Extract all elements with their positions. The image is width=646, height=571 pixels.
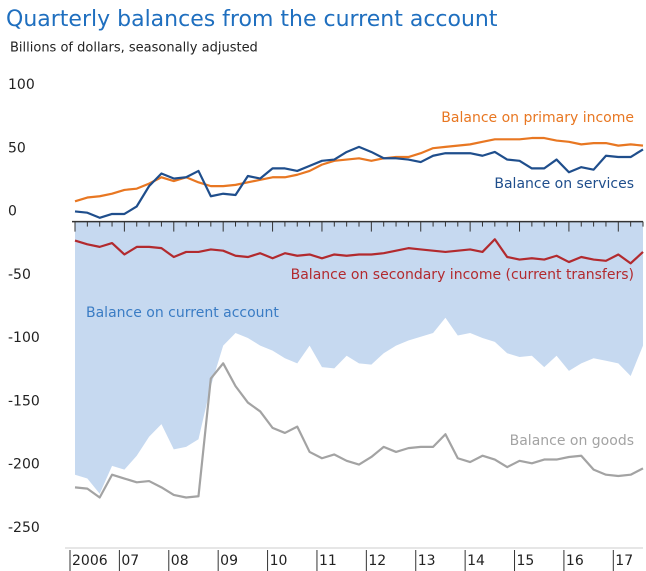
x-tick-label: 10: [270, 553, 288, 569]
x-tick-label: 14: [467, 553, 485, 569]
x-tick-label: 08: [171, 553, 189, 569]
series-label: Balance on services: [494, 176, 634, 192]
line: [74, 238, 644, 265]
line: [74, 362, 644, 499]
line: [74, 136, 644, 203]
x-tick-label: 12: [368, 553, 386, 569]
y-tick-label: -250: [8, 520, 40, 536]
y-tick-label: -150: [8, 393, 40, 409]
y-tick-label: -50: [8, 267, 31, 283]
y-tick-label: 0: [8, 204, 17, 220]
series-label: Balance on primary income: [441, 110, 634, 126]
x-tick-label: 09: [220, 553, 238, 569]
y-tick-label: 50: [8, 140, 26, 156]
x-tick-label: 07: [121, 553, 139, 569]
line: [74, 145, 644, 219]
x-tick-label: 16: [566, 553, 584, 569]
x-tick-label: 17: [615, 553, 633, 569]
x-tick-label: 2006: [72, 553, 108, 569]
x-tick-label: 13: [418, 553, 436, 569]
chart-title: Quarterly balances from the current acco…: [6, 7, 498, 32]
x-tick-label: 11: [319, 553, 337, 569]
chart-subtitle: Billions of dollars, seasonally adjusted: [10, 41, 258, 56]
y-tick-label: -100: [8, 330, 40, 346]
series-label: Balance on secondary income (current tra…: [291, 267, 634, 283]
y-tick-label: -200: [8, 457, 40, 473]
series-label: Balance on current account: [86, 305, 279, 321]
x-tick-label: 15: [517, 553, 535, 569]
series-label: Balance on goods: [510, 433, 634, 449]
y-tick-label: 100: [8, 77, 35, 93]
area: [75, 221, 643, 494]
